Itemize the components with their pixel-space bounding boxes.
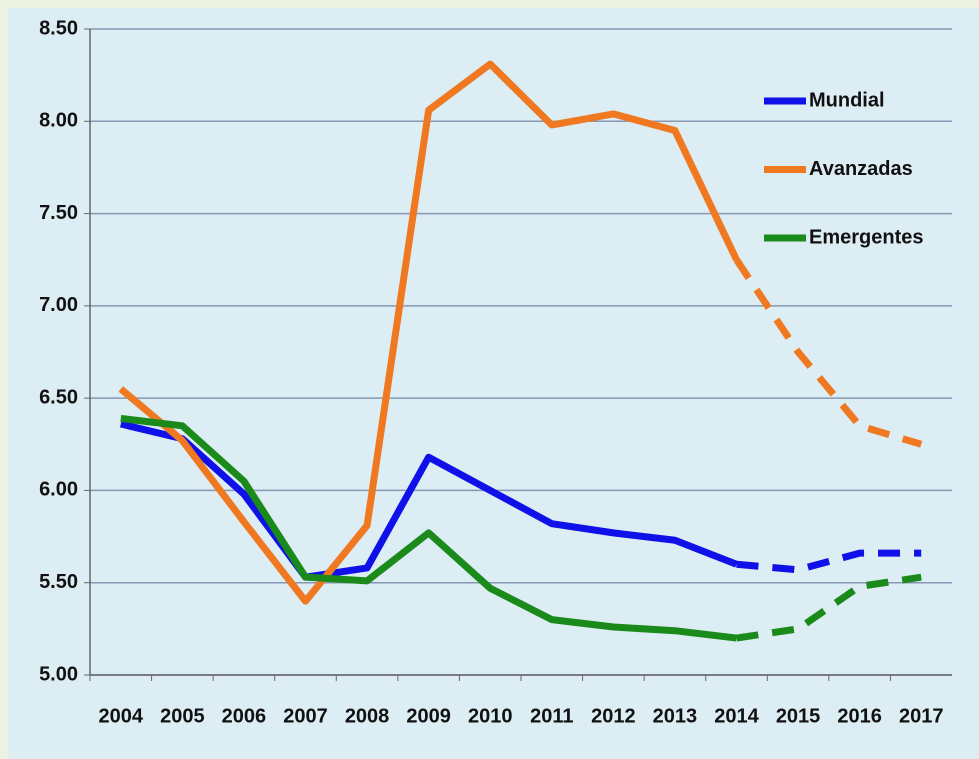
line: [118, 60, 740, 605]
x-tick-label: 2004: [99, 705, 144, 727]
y-tick-label: 6.00: [39, 479, 78, 501]
x-tick-label: 2012: [591, 705, 636, 727]
legend-label: Avanzadas: [809, 158, 913, 180]
x-tick-label: 2013: [653, 705, 698, 727]
line: [119, 420, 738, 581]
y-tick-label: 7.00: [39, 294, 78, 316]
y-tick-label: 6.50: [39, 386, 78, 408]
y-tick-label: 7.50: [39, 202, 78, 224]
x-tick-label: 2010: [468, 705, 513, 727]
x-tick-label: 2009: [406, 705, 451, 727]
x-tick-label: 2006: [222, 705, 267, 727]
x-tick-label: 2015: [776, 705, 821, 727]
x-tick-label: 2005: [160, 705, 205, 727]
y-tick-label: 5.00: [39, 663, 78, 685]
line-projection: [736, 549, 922, 574]
x-tick-label: 2011: [530, 705, 573, 727]
chart-background: [8, 8, 979, 759]
x-tick-label: 2008: [345, 705, 390, 727]
x-tick-label: 2014: [714, 705, 759, 727]
y-tick-label: 5.50: [39, 571, 78, 593]
x-tick-label: 2007: [283, 705, 328, 727]
legend-label: Emergentes: [809, 226, 924, 248]
line: [120, 414, 737, 642]
line-projection: [733, 257, 923, 448]
x-tick-label: 2017: [899, 705, 944, 727]
y-tick-label: 8.50: [39, 17, 78, 39]
y-tick-label: 8.00: [39, 110, 78, 132]
x-tick-label: 2016: [837, 705, 882, 727]
legend-label: Mundial: [809, 89, 885, 111]
